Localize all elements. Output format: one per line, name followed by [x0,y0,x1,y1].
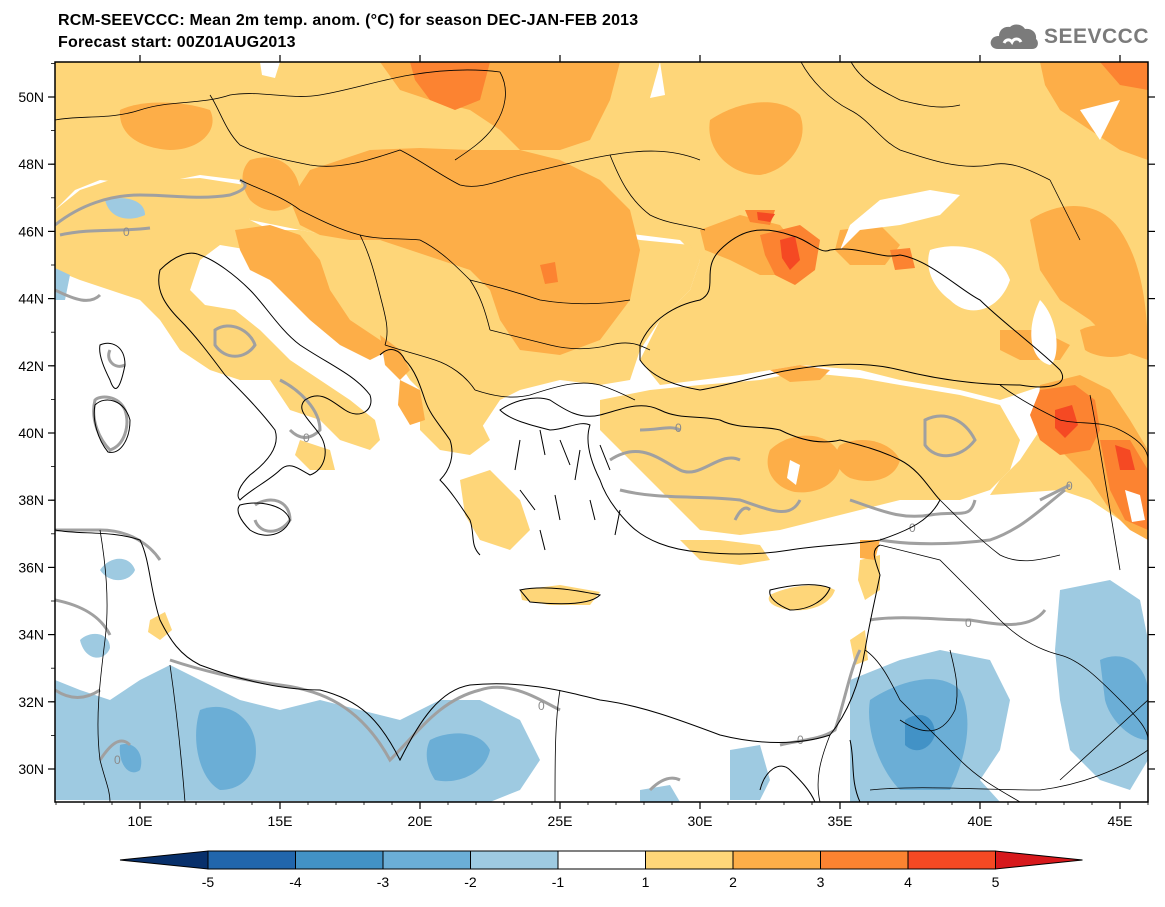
map-content: 0 0 0 0 0 0 0 0 0 [55,62,1148,802]
colorbar-label: 4 [904,874,912,890]
cold-anomaly-3-4 [905,715,935,751]
contour-label: 0 [675,421,682,435]
zero-contours [55,178,1071,792]
lon-tick-label: 40E [968,813,993,829]
lon-tick-label: 35E [828,813,853,829]
colorbar-label: 3 [817,874,825,890]
colorbar-label: -4 [289,874,302,890]
lon-tick-label: 10E [128,813,153,829]
colorbar: -5 -4 -3 -2 -1 1 2 3 4 5 [119,850,1083,890]
contour-label: 0 [965,616,972,630]
colorbar-label: 5 [992,874,1000,890]
lon-tick-label: 20E [408,813,433,829]
lat-tick-label: 50N [18,89,44,105]
lon-tick-label: 30E [688,813,713,829]
colorbar-label: -5 [202,874,215,890]
plot-frame [54,61,1149,803]
logo-text: SEEVCCC [1043,25,1149,48]
lat-tick-label: 44N [18,291,44,307]
colorbar-label: 1 [642,874,650,890]
map-title: RCM-SEEVCCC: Mean 2m temp. anom. (°C) fo… [58,12,639,29]
lat-tick-label: 48N [18,156,44,172]
colorbar-segment [907,850,996,870]
zero-contour-labels: 0 0 0 0 0 0 0 0 0 [114,225,1073,767]
colorbar-segment [295,850,384,870]
longitude-axis: 10E 15E 20E 25E 30E 35E 40E 45E [55,55,1149,829]
colorbar-label: 2 [729,874,737,890]
lon-tick-label: 15E [268,813,293,829]
latitude-axis: 30N 32N 34N 36N 38N 40N 42N 44N 46N 48N 50N [18,63,1155,777]
lat-tick-label: 34N [18,627,44,643]
seevccc-logo: SEEVCCC [988,20,1149,54]
colorbar-segment [557,850,646,870]
colorbar-label: -2 [464,874,477,890]
lat-tick-label: 38N [18,492,44,508]
lat-tick-label: 46N [18,223,44,239]
lat-tick-label: 42N [18,358,44,374]
lon-tick-label: 45E [1108,813,1133,829]
country-borders [55,62,1148,802]
contour-label: 0 [909,521,916,535]
lat-tick-label: 40N [18,425,44,441]
lon-tick-label: 25E [548,813,573,829]
colorbar-segment [470,850,559,870]
contour-label: 0 [114,753,121,767]
colorbar-label: -3 [377,874,390,890]
lat-tick-label: 30N [18,761,44,777]
colorbar-label: -1 [552,874,565,890]
contour-label: 0 [123,225,130,239]
colorbar-segment [645,850,734,870]
colorbar-segment [207,850,296,870]
lat-tick-label: 32N [18,694,44,710]
lat-tick-label: 36N [18,559,44,575]
colorbar-segment [732,850,821,870]
neutral-holes [260,62,1145,522]
coastlines [55,229,1063,802]
colorbar-segment [820,850,909,870]
cloud-logo-icon [990,24,1038,49]
colorbar-arrow-left [119,850,209,870]
contour-label: 0 [538,699,545,713]
contour-label: 0 [303,431,310,445]
colorbar-arrow-right [995,850,1083,870]
warm-anomaly-4-5 [757,212,1135,470]
colorbar-segment [382,850,471,870]
contour-label: 0 [1066,479,1073,493]
contour-label: 0 [797,733,804,747]
forecast-start-label: Forecast start: 00Z01AUG2013 [58,34,296,51]
